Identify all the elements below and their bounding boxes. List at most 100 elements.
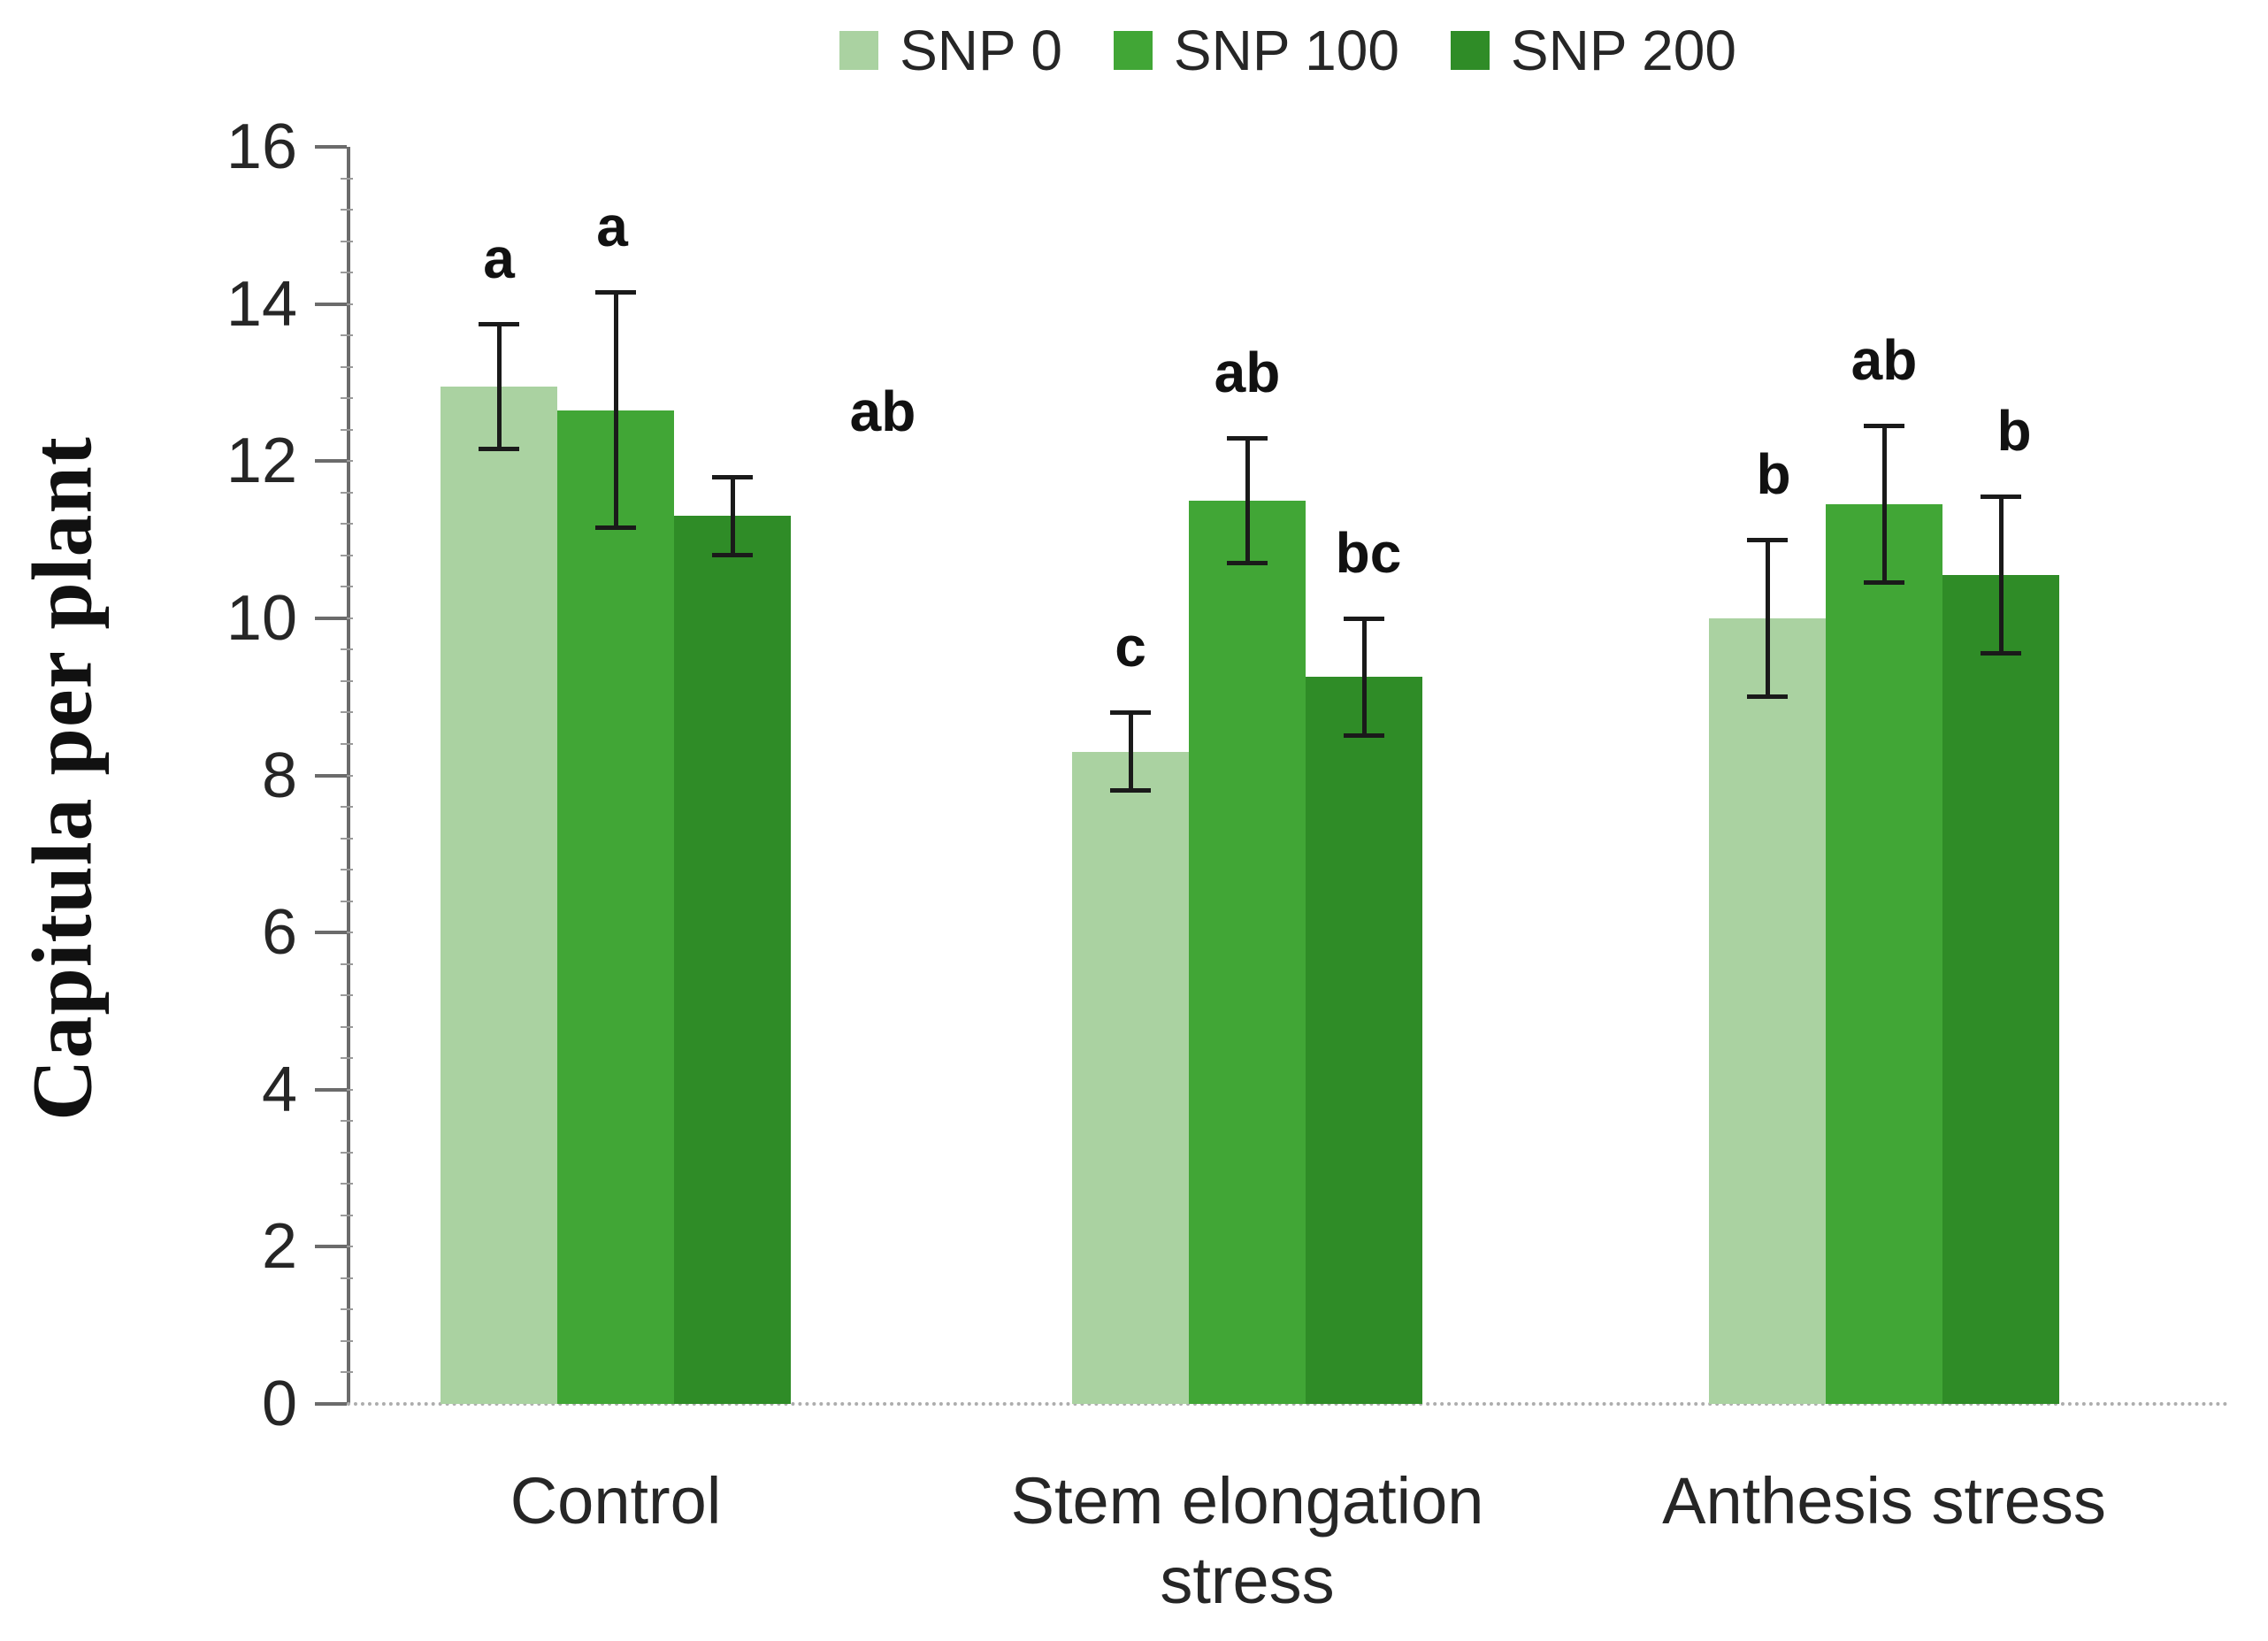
y-minor-tick [341,1088,353,1091]
y-tick-label-10: 10 [226,582,297,654]
y-minor-tick [341,554,353,556]
bar-snp-100-control [557,410,674,1404]
bar-snp-200-anthesis-stress [1942,575,2059,1404]
y-minor-tick [341,1277,353,1279]
error-bar-snp-0-control [496,323,502,449]
legend: SNP 0 SNP 100 SNP 200 [347,19,2229,81]
x-category-label-line: Control [510,1464,722,1537]
error-bar-snp-0-stem-elongation-stress [1128,712,1133,792]
bar-snp-200-control [674,516,791,1404]
legend-item-snp-200: SNP 200 [1450,19,1736,81]
error-cap-bottom-snp-200-anthesis-stress [1981,650,2021,656]
y-minor-tick [341,272,353,274]
bar-snp-0-anthesis-stress [1709,617,1826,1404]
error-cap-top-snp-0-control [479,321,519,326]
y-minor-tick [341,679,353,682]
bar-snp-100-anthesis-stress [1826,504,1942,1404]
y-minor-tick [341,428,353,431]
y-minor-tick [341,1339,353,1342]
error-cap-top-snp-200-control [712,475,753,479]
y-minor-tick [341,1151,353,1154]
y-tick-6 [315,931,347,935]
bar-snp-100-stem-elongation-stress [1189,500,1306,1404]
legend-label-snp-0: SNP 0 [900,19,1062,82]
y-minor-tick [341,806,353,809]
error-cap-top-snp-200-stem-elongation-stress [1344,616,1384,621]
error-cap-bottom-snp-100-control [595,525,636,530]
error-bar-snp-100-stem-elongation-stress [1245,437,1250,564]
y-minor-tick [341,177,353,180]
sig-letter-snp-0-stem-elongation-stress: c [1115,615,1146,679]
legend-item-snp-100: SNP 100 [1113,19,1399,82]
y-minor-tick [341,491,353,494]
y-tick-0 [315,1402,347,1406]
y-minor-tick [341,1371,353,1374]
y-minor-tick [341,900,353,902]
y-minor-tick [341,962,353,965]
x-category-label-line: Anthesis stress [1662,1464,2106,1537]
y-minor-tick [341,1214,353,1216]
y-minor-tick [341,648,353,651]
legend-swatch-snp-0 [839,31,879,70]
legend-swatch-snp-200 [1450,31,1490,70]
bar-snp-200-stem-elongation-stress [1306,677,1422,1404]
error-cap-bottom-snp-100-stem-elongation-stress [1227,560,1268,565]
x-category-label-line: stress [1160,1544,1335,1617]
y-minor-tick [341,460,353,463]
error-bar-snp-0-anthesis-stress [1765,540,1770,697]
y-minor-tick [341,837,353,840]
sig-letter-snp-100-stem-elongation-stress: ab [1214,340,1281,404]
y-tick-12 [315,459,347,464]
sig-letter-snp-100-anthesis-stress: ab [1850,328,1918,393]
y-minor-tick [341,742,353,745]
error-cap-bottom-snp-0-control [479,446,519,451]
bar-snp-0-stem-elongation-stress [1072,751,1189,1404]
y-tick-10 [315,616,347,620]
y-minor-tick [341,617,353,619]
y-minor-tick [341,240,353,242]
y-tick-label-12: 12 [226,426,297,497]
error-cap-top-snp-0-stem-elongation-stress [1110,710,1151,716]
x-category-label-stem-elongation-stress: Stem elongation stress [1011,1461,1484,1621]
y-axis-title: Capitula per plant [14,436,110,1121]
y-tick-label-14: 14 [226,268,297,340]
y-minor-tick [341,1246,353,1248]
error-cap-bottom-snp-200-stem-elongation-stress [1344,733,1384,739]
y-minor-tick [341,334,353,337]
error-cap-bottom-snp-0-anthesis-stress [1747,694,1788,699]
error-bar-snp-200-stem-elongation-stress [1361,617,1367,737]
error-cap-top-snp-100-stem-elongation-stress [1227,435,1268,441]
bar-snp-0-control [441,386,557,1404]
y-minor-tick [341,303,353,305]
error-cap-top-snp-100-control [595,290,636,295]
y-minor-tick [341,774,353,777]
y-tick-16 [315,145,347,149]
y-minor-tick [341,1183,353,1185]
sig-letter-snp-200-control: ab [849,380,916,443]
error-cap-top-snp-100-anthesis-stress [1864,424,1904,429]
x-category-label-anthesis-stress: Anthesis stress [1662,1461,2106,1541]
y-minor-tick [341,711,353,714]
y-minor-tick [341,523,353,525]
y-tick-label-0: 0 [261,1369,297,1439]
legend-label-snp-100: SNP 100 [1173,19,1399,82]
legend-item-snp-0: SNP 0 [839,19,1062,81]
error-bar-snp-200-anthesis-stress [1998,496,2004,654]
y-tick-label-4: 4 [261,1054,297,1125]
y-tick-label-16: 16 [226,111,297,182]
y-tick-label-6: 6 [261,897,297,969]
sig-letter-snp-100-control: a [596,195,628,259]
error-cap-top-snp-200-anthesis-stress [1981,495,2021,500]
y-tick-2 [315,1245,347,1249]
x-baseline [347,1402,2229,1406]
y-minor-tick [341,1308,353,1311]
y-minor-tick [341,1057,353,1060]
y-minor-tick [341,869,353,871]
error-cap-bottom-snp-100-anthesis-stress [1864,579,1904,585]
error-bar-snp-200-control [730,477,735,556]
sig-letter-snp-0-anthesis-stress: b [1756,442,1791,507]
error-cap-top-snp-0-anthesis-stress [1747,538,1788,543]
y-minor-tick [341,586,353,588]
y-minor-tick [341,209,353,211]
